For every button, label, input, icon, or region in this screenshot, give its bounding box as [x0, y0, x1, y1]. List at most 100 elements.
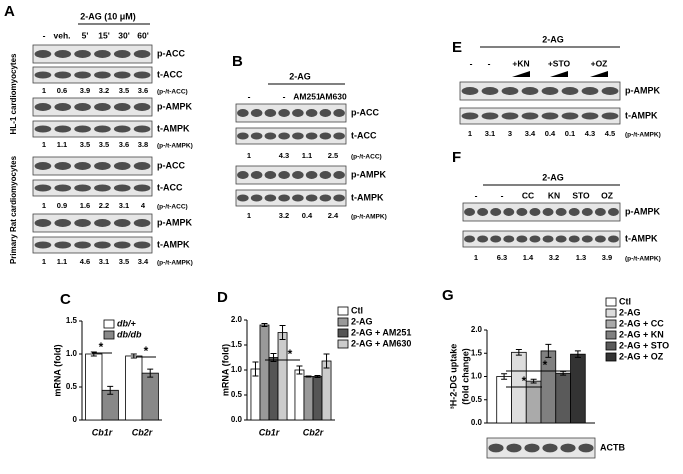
- panel-label: C: [60, 291, 71, 308]
- protein-label: p-AMPK: [351, 169, 386, 179]
- band: [264, 132, 277, 140]
- significance: *: [522, 374, 527, 388]
- ratio: 1: [42, 257, 46, 266]
- band: [34, 103, 52, 111]
- band: [94, 219, 111, 227]
- error-bar: [296, 365, 303, 375]
- x-tick-label: Cb1r: [92, 427, 113, 437]
- band: [481, 112, 499, 120]
- error-bar: [147, 368, 154, 378]
- bar: [303, 376, 314, 421]
- band: [264, 171, 277, 179]
- error-bar: [530, 378, 537, 384]
- band: [113, 71, 131, 79]
- wedge: [550, 71, 568, 77]
- band: [524, 443, 540, 453]
- band: [581, 208, 593, 216]
- legend-swatch: [605, 308, 617, 318]
- protein-label: t-ACC: [351, 130, 377, 140]
- band: [133, 103, 151, 111]
- ratio: 1.1: [57, 140, 67, 149]
- band: [74, 103, 91, 111]
- legend-label: 2-AG + OZ: [619, 351, 664, 361]
- band: [490, 208, 502, 216]
- cell-type: HL-1 cardiomyocytes: [9, 53, 18, 134]
- band: [237, 132, 249, 140]
- band: [521, 112, 539, 120]
- band: [133, 50, 151, 58]
- lane-label: 60': [137, 30, 148, 40]
- protein-label: t-AMPK: [351, 192, 384, 202]
- ratio-label: (p-/t-ACC): [351, 154, 382, 161]
- y-tick-label: 0.5: [66, 382, 78, 391]
- band: [541, 112, 559, 120]
- band: [94, 241, 111, 249]
- legend-swatch: [337, 328, 349, 338]
- band: [581, 235, 593, 243]
- ratio: 1.1: [57, 257, 67, 266]
- blot: [462, 202, 621, 222]
- ratio: 1: [42, 140, 46, 149]
- protein-label: p-AMPK: [625, 206, 660, 216]
- band: [94, 162, 111, 170]
- blot: [32, 179, 153, 197]
- lane-label: -: [470, 58, 473, 68]
- band: [278, 194, 290, 202]
- band: [54, 50, 72, 58]
- band: [74, 184, 91, 192]
- legend-swatch: [605, 319, 617, 329]
- band: [74, 125, 91, 133]
- band: [607, 208, 619, 216]
- lane-label: -: [283, 91, 286, 101]
- lane-label: STO: [572, 190, 590, 200]
- ratio: 3.5: [80, 140, 90, 149]
- error-bar: [261, 323, 268, 327]
- protein-label: p-AMPK: [625, 85, 660, 95]
- band: [555, 208, 567, 216]
- x-tick-label: Cb2r: [303, 427, 324, 437]
- ratio: 4.6: [80, 257, 90, 266]
- band: [529, 235, 541, 243]
- ratio: 3.4: [138, 257, 149, 266]
- blot: [32, 213, 153, 233]
- ratio-label: (p-/t-AMPK): [157, 143, 193, 150]
- band: [488, 443, 504, 453]
- lane-label: 30': [118, 30, 129, 40]
- y-tick-label: 1.5: [66, 316, 78, 325]
- panel-label: A: [4, 3, 15, 20]
- protein-label: p-ACC: [157, 160, 185, 170]
- band: [54, 125, 72, 133]
- band: [542, 208, 554, 216]
- band: [561, 112, 579, 120]
- band: [250, 109, 263, 117]
- lane-label: -: [43, 30, 46, 40]
- lane-label: -: [501, 190, 504, 200]
- y-tick-label: 1.5: [231, 340, 243, 349]
- band: [74, 219, 91, 227]
- wedge: [512, 71, 530, 77]
- protein-label: t-ACC: [157, 182, 183, 192]
- band: [560, 443, 576, 453]
- ratio: 3: [508, 129, 512, 138]
- band: [490, 235, 502, 243]
- ratio-label: (p-/t-AMPK): [625, 256, 661, 263]
- band: [113, 162, 131, 170]
- band: [501, 112, 519, 120]
- band: [34, 241, 52, 249]
- bar: [141, 372, 159, 421]
- error-bar: [574, 350, 581, 358]
- wedge: [590, 71, 608, 77]
- band: [133, 162, 151, 170]
- band: [578, 443, 594, 453]
- band: [292, 109, 304, 117]
- error-bar: [107, 385, 114, 395]
- ratio-label: (p-/t-AMPK): [351, 214, 387, 221]
- band: [319, 132, 332, 140]
- ratio: 6.3: [497, 253, 507, 262]
- band: [113, 241, 131, 249]
- x-tick-label: Cb2r: [132, 427, 153, 437]
- band: [477, 208, 489, 216]
- lane-label: +OZ: [591, 58, 608, 68]
- lane-label: +KN: [512, 58, 529, 68]
- ratio: 0.4: [545, 129, 556, 138]
